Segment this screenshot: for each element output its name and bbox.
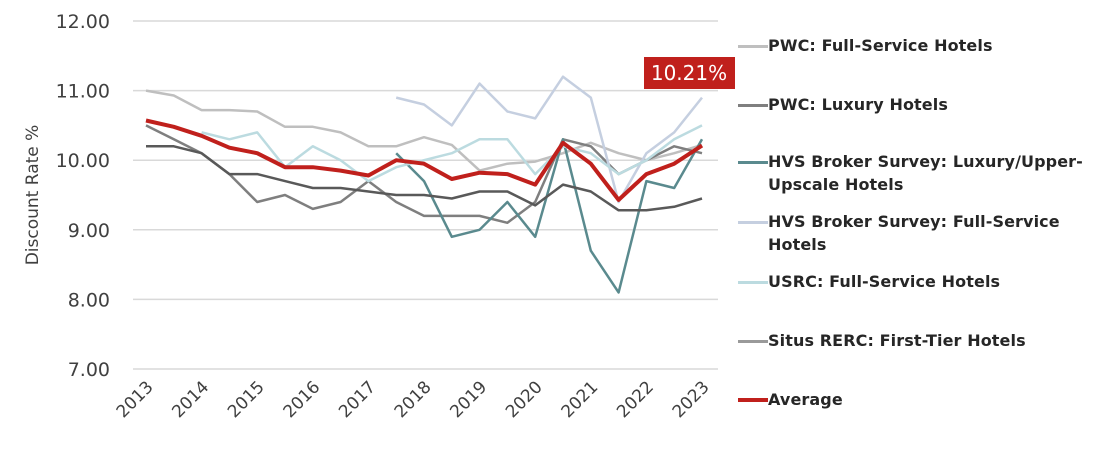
legend-swatch [738, 340, 768, 343]
legend-label: USRC: Full-Service Hotels [768, 272, 1001, 291]
legend-label: PWC: Full-Service Hotels [768, 36, 993, 55]
legend-item: HVS Broker Survey: Full-Service Hotels [738, 210, 1088, 256]
legend-label: HVS Broker Survey: Full-Service Hotels [768, 212, 1060, 254]
legend-swatch [738, 45, 768, 48]
x-tick-label: 2015 [224, 377, 269, 422]
legend-label: PWC: Luxury Hotels [768, 95, 948, 114]
y-tick-label: 10.00 [56, 150, 110, 172]
x-tick-label: 2017 [335, 377, 380, 422]
x-tick-label: 2020 [502, 377, 547, 422]
series-line-hvs-broker-survey-luxury-upper-upscale-hotels [395, 138, 704, 294]
series-line-pwc-full-service-hotels [145, 89, 703, 172]
x-tick-label: 2018 [391, 377, 436, 422]
y-tick-label: 12.00 [56, 11, 110, 33]
y-tick-label: 8.00 [68, 289, 110, 311]
y-tick-label: 7.00 [68, 359, 110, 381]
legend-swatch [738, 281, 768, 284]
x-tick-label: 2019 [446, 377, 491, 422]
series-line-hvs-broker-survey-full-service-hotels [395, 75, 703, 204]
y-tick-label: 9.00 [68, 220, 110, 242]
callout-value: 10.21% [651, 61, 727, 85]
legend-item: HVS Broker Survey: Luxury/Upper-Upscale … [738, 150, 1088, 196]
callout-box [644, 57, 735, 89]
series-line-situs-rerc-first-tier-hotels [146, 145, 703, 212]
y-tick-label: 11.00 [56, 81, 110, 103]
legend-swatch [738, 398, 768, 402]
chart-legend: PWC: Full-Service Hotels PWC: Luxury Hote… [738, 0, 1100, 447]
legend-swatch [738, 104, 768, 107]
series-line-average [145, 118, 704, 202]
x-tick-label: 2022 [613, 377, 658, 422]
legend-item: PWC: Luxury Hotels [738, 93, 1088, 116]
x-tick-label: 2013 [113, 377, 158, 422]
legend-item: Average [738, 388, 1088, 411]
legend-label: Average [768, 390, 843, 409]
y-axis-title: Discount Rate % [23, 125, 43, 266]
legend-swatch [738, 221, 768, 224]
legend-item: USRC: Full-Service Hotels [738, 270, 1088, 293]
x-tick-label: 2023 [669, 377, 714, 422]
series-line-usrc-full-service-hotels [201, 124, 703, 183]
legend-item: Situs RERC: First-Tier Hotels [738, 329, 1088, 352]
x-axis-tick-labels: 2013 2014 2015 2016 2017 2018 2019 2020 2021 2022… [113, 377, 714, 422]
legend-label: Situs RERC: First-Tier Hotels [768, 331, 1026, 350]
legend-item: PWC: Full-Service Hotels [738, 34, 1088, 57]
legend-swatch [738, 161, 768, 164]
x-tick-label: 2016 [280, 377, 325, 422]
series-lines [145, 75, 704, 294]
y-axis-tick-labels: 12.00 11.00 10.00 9.00 8.00 7.00 [56, 11, 110, 381]
average-callout: 10.21% [644, 57, 735, 89]
x-tick-label: 2021 [558, 377, 603, 422]
x-tick-label: 2014 [168, 377, 213, 422]
legend-label: HVS Broker Survey: Luxury/Upper-Upscale … [768, 152, 1083, 194]
